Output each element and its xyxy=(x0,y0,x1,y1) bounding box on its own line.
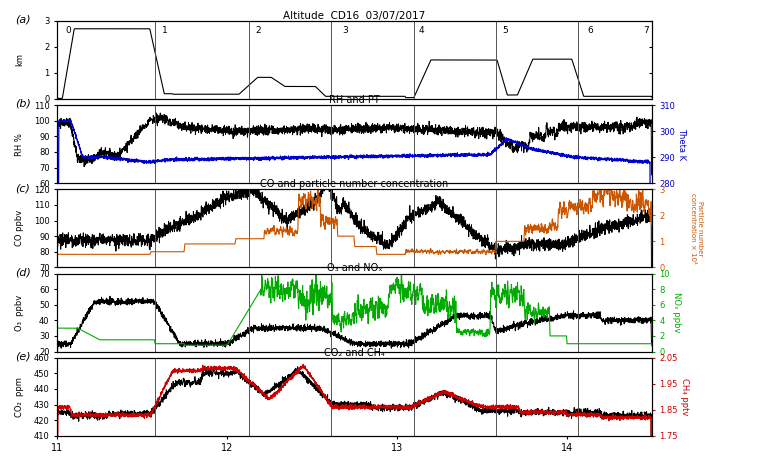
Y-axis label: NOₓ ppbv: NOₓ ppbv xyxy=(672,292,680,333)
Text: (e): (e) xyxy=(15,351,31,362)
Text: 2: 2 xyxy=(256,26,261,34)
Y-axis label: km: km xyxy=(15,54,24,67)
Title: CO₂ and CH₄: CO₂ and CH₄ xyxy=(324,348,385,358)
Text: 6: 6 xyxy=(587,26,593,34)
Y-axis label: Particle number
concentration × 10⁴: Particle number concentration × 10⁴ xyxy=(690,193,703,264)
Text: 5: 5 xyxy=(502,26,507,34)
Text: 1: 1 xyxy=(162,26,168,34)
Y-axis label: O₃  ppbv: O₃ ppbv xyxy=(15,295,24,331)
Y-axis label: CO₂  ppm: CO₂ ppm xyxy=(15,377,24,417)
Text: (b): (b) xyxy=(15,99,31,109)
Title: CO and particle number concentration: CO and particle number concentration xyxy=(260,179,449,189)
Text: 4: 4 xyxy=(419,26,424,34)
Y-axis label: Theta K: Theta K xyxy=(677,128,686,160)
Title: RH and PT: RH and PT xyxy=(329,95,379,105)
Text: (c): (c) xyxy=(15,183,30,193)
Text: (a): (a) xyxy=(15,15,31,25)
Title: O₃ and NOₓ: O₃ and NOₓ xyxy=(327,263,382,274)
Text: 7: 7 xyxy=(643,26,648,34)
Text: 3: 3 xyxy=(342,26,348,34)
Y-axis label: CO ppbv: CO ppbv xyxy=(15,210,24,247)
Text: (d): (d) xyxy=(15,267,31,277)
Title: Altitude  CD16  03/07/2017: Altitude CD16 03/07/2017 xyxy=(283,11,425,21)
Y-axis label: CH₄ pptv: CH₄ pptv xyxy=(680,378,689,415)
Text: 0: 0 xyxy=(66,26,72,34)
Y-axis label: RH %: RH % xyxy=(15,133,24,156)
